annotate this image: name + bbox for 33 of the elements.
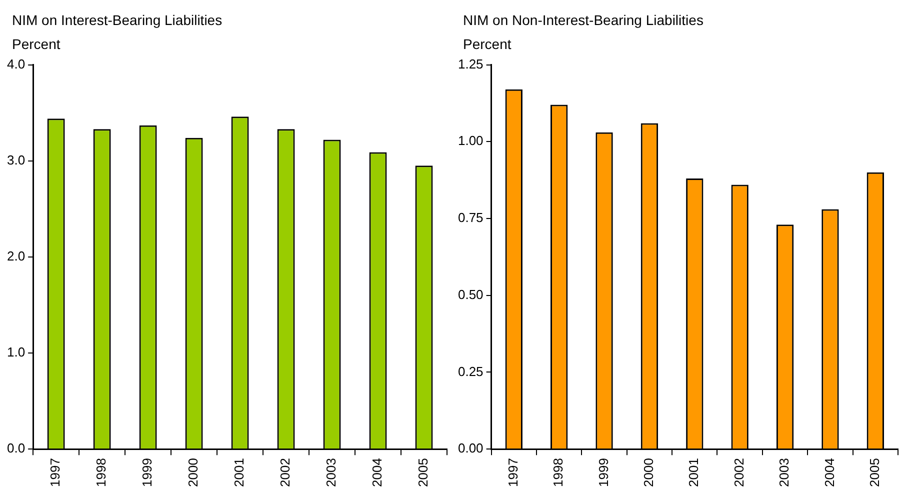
y-tick-label: 1.00	[458, 133, 484, 148]
x-tick-label: 1999	[140, 458, 155, 487]
y-axis-title: Percent	[12, 36, 62, 54]
x-tick-label: 2004	[370, 458, 385, 487]
x-tick-label: 1997	[505, 458, 520, 487]
y-tick-label: 0.0	[6, 440, 26, 456]
y-tick-label: 1.0	[6, 344, 26, 360]
x-tick-label: 2005	[416, 458, 431, 487]
y-tick-label: 0.50	[458, 286, 484, 302]
x-tick-label: 2004	[822, 458, 837, 487]
x-tick-label: 2002	[731, 458, 746, 487]
chart-title: NIM on Non-Interest-Bearing Liabilities	[463, 12, 704, 30]
y-tick-label: 0.25	[458, 364, 484, 379]
y-axis-title: Percent	[463, 36, 512, 54]
x-tick-label: 1999	[596, 458, 611, 487]
x-tick-label: 1997	[48, 458, 63, 487]
x-tick-label: 2005	[866, 458, 882, 487]
x-tick-label: 2001	[686, 458, 702, 487]
x-tick-label: 2003	[776, 458, 792, 487]
x-tick-label: 2001	[232, 458, 247, 487]
y-tick-label: 2.0	[6, 248, 26, 264]
x-tick-label: 1998	[94, 458, 109, 487]
y-tick-label: 0.00	[458, 440, 484, 456]
x-tick-label: 2000	[641, 458, 656, 487]
y-tick-label: 1.25	[458, 56, 484, 72]
x-tick-label: 2000	[186, 458, 201, 487]
chart-title: NIM on Interest-Bearing Liabilities	[12, 12, 224, 30]
x-tick-label: 2002	[278, 458, 293, 487]
y-tick-label: 0.75	[458, 210, 484, 226]
y-tick-label: 4.0	[6, 56, 26, 72]
y-tick-label: 3.0	[6, 152, 26, 168]
x-tick-label: 2003	[324, 458, 339, 487]
x-tick-label: 1998	[550, 458, 566, 487]
